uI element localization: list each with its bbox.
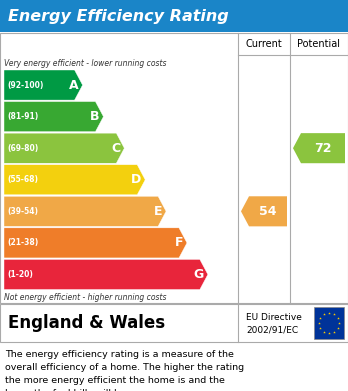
Text: Current: Current — [246, 39, 282, 49]
Text: (39-54): (39-54) — [7, 207, 38, 216]
Text: (55-68): (55-68) — [7, 175, 38, 184]
Text: D: D — [131, 173, 141, 186]
Text: 54: 54 — [259, 205, 277, 218]
Polygon shape — [4, 165, 145, 195]
Polygon shape — [4, 260, 208, 289]
Text: A: A — [69, 79, 79, 91]
Text: Very energy efficient - lower running costs: Very energy efficient - lower running co… — [4, 59, 166, 68]
Text: B: B — [90, 110, 100, 123]
Polygon shape — [4, 102, 103, 132]
Text: (21-38): (21-38) — [7, 239, 38, 248]
Text: E: E — [153, 205, 162, 218]
Text: England & Wales: England & Wales — [8, 314, 165, 332]
Text: Not energy efficient - higher running costs: Not energy efficient - higher running co… — [4, 293, 166, 302]
Polygon shape — [241, 196, 287, 226]
Polygon shape — [4, 70, 82, 100]
Text: (81-91): (81-91) — [7, 112, 38, 121]
Bar — [0, 0, 348, 32]
Text: (92-100): (92-100) — [7, 81, 44, 90]
Polygon shape — [4, 196, 166, 226]
Polygon shape — [293, 133, 345, 163]
Text: 72: 72 — [314, 142, 332, 155]
Text: (1-20): (1-20) — [7, 270, 33, 279]
Text: EU Directive: EU Directive — [246, 313, 302, 322]
Text: The energy efficiency rating is a measure of the
overall efficiency of a home. T: The energy efficiency rating is a measur… — [5, 350, 244, 391]
Polygon shape — [4, 133, 124, 163]
Text: F: F — [174, 237, 183, 249]
Text: (69-80): (69-80) — [7, 143, 38, 152]
Polygon shape — [4, 228, 187, 258]
Bar — [0, 33, 348, 303]
Text: G: G — [193, 268, 204, 281]
Bar — [314, 307, 344, 339]
Text: Energy Efficiency Rating: Energy Efficiency Rating — [8, 9, 229, 23]
Text: 2002/91/EC: 2002/91/EC — [246, 325, 298, 334]
Text: Potential: Potential — [298, 39, 340, 49]
Bar — [0, 304, 348, 342]
Text: C: C — [111, 142, 120, 155]
